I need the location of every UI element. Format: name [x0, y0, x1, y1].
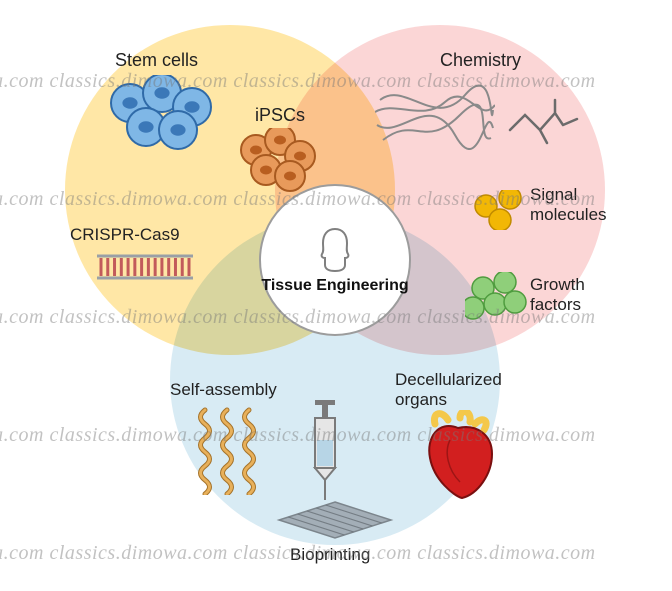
- bioprint-bed-icon: [275, 500, 395, 540]
- label-signal-molecules: Signal molecules: [530, 185, 607, 225]
- stem-cells-icon: [110, 75, 220, 155]
- label-self-assembly: Self-assembly: [170, 380, 277, 400]
- label-bioprinting: Bioprinting: [290, 545, 370, 565]
- label-stem-cells: Stem cells: [115, 50, 198, 71]
- label-ipscs: iPSCs: [255, 105, 305, 126]
- center-circle: Tissue Engineering: [259, 184, 411, 336]
- person-head-icon: [313, 225, 357, 273]
- self-assembly-icon: [195, 405, 265, 495]
- diagram-stage: Tissue Engineering Stem cells iPSCs CRIS…: [0, 0, 672, 591]
- label-chemistry: Chemistry: [440, 50, 521, 71]
- signal-molecules-icon: [470, 190, 525, 230]
- crispr-dna-icon: [95, 250, 195, 284]
- growth-factors-icon: [465, 272, 527, 322]
- chemistry-fibers-icon: [375, 80, 495, 150]
- label-growth-factors: Growth factors: [530, 275, 585, 315]
- syringe-icon: [300, 400, 350, 500]
- center-title: Tissue Engineering: [261, 277, 408, 295]
- label-crispr: CRISPR-Cas9: [70, 225, 180, 245]
- chemistry-molecule-icon: [505, 95, 595, 145]
- label-decellularized-organs: Decellularized organs: [395, 370, 502, 410]
- heart-organ-icon: [420, 410, 500, 500]
